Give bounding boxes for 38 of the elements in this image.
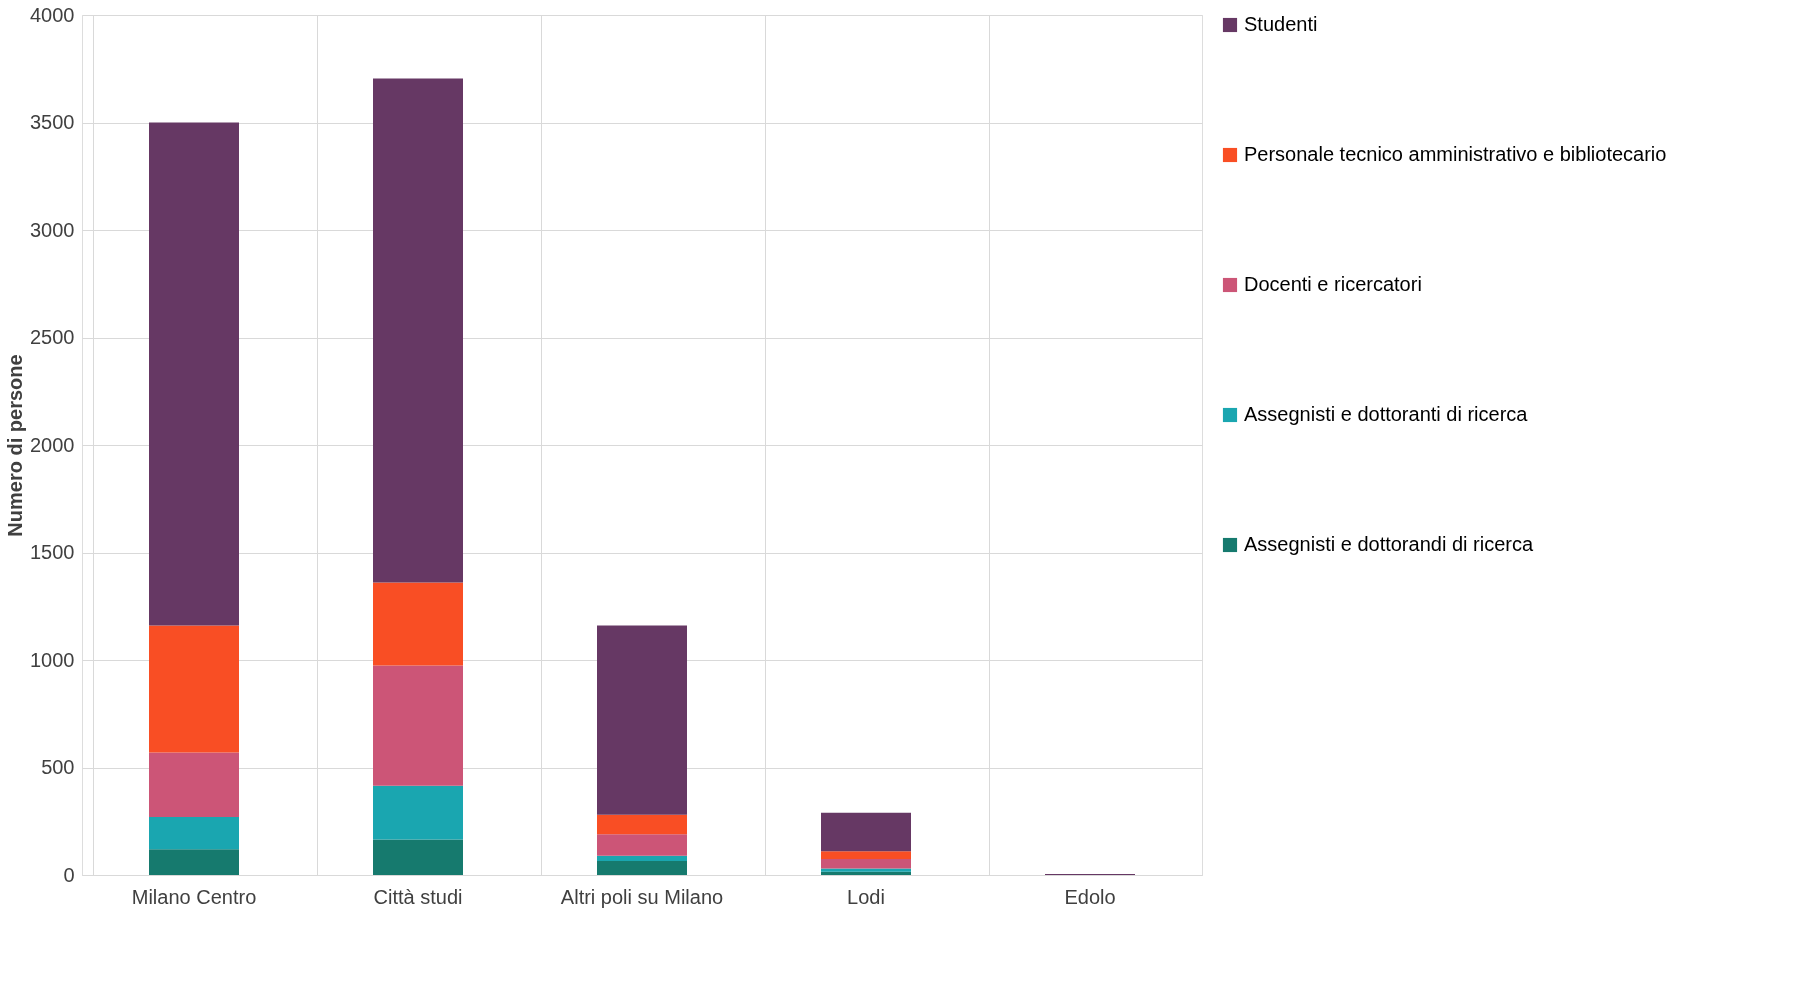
bar (373, 665, 463, 786)
bar (597, 861, 687, 875)
bar (149, 122, 239, 626)
bar (373, 582, 463, 666)
x-tick-label: Edolo (1064, 885, 1116, 908)
bar (821, 812, 911, 852)
y-tick-label: 3000 (30, 218, 75, 241)
bar (597, 625, 687, 815)
bar (149, 849, 239, 875)
bar (597, 855, 687, 862)
legend-label: Assegnisti e dottorandi di ricerca (1244, 533, 1534, 555)
y-tick-label: 4000 (30, 3, 75, 26)
bar (821, 858, 911, 869)
x-tick-label: Altri poli su Milano (560, 885, 724, 908)
y-tick-label: 1500 (30, 541, 75, 563)
bar (373, 839, 463, 875)
x-tick-label: Lodi (847, 885, 885, 908)
y-tick-label: 3500 (30, 111, 75, 133)
legend-label: Studenti (1244, 13, 1318, 35)
bar (149, 625, 239, 753)
x-tick-label: Milano Centro (131, 885, 257, 908)
y-tick-label: 2000 (30, 433, 75, 456)
bar (597, 814, 687, 835)
y-tick-label: 2500 (30, 326, 75, 348)
bar (821, 851, 911, 859)
bar (149, 752, 239, 817)
bar (149, 816, 239, 850)
y-tick-label: 1000 (30, 648, 75, 671)
y-tick-label: 500 (41, 756, 75, 778)
legend-label: Personale tecnico amministrativo e bibliotecario (1244, 143, 1667, 165)
y-axis-title: Numero di persone (4, 354, 27, 537)
x-tick-label: Città studi (373, 885, 463, 908)
legend-label: Assegnisti e dottoranti di ricerca (1244, 403, 1529, 425)
y-tick-label: 0 (63, 863, 75, 886)
bar (597, 834, 687, 856)
legend-label: Docenti e ricercatori (1244, 273, 1422, 295)
bar (373, 78, 463, 583)
bar (373, 785, 463, 840)
